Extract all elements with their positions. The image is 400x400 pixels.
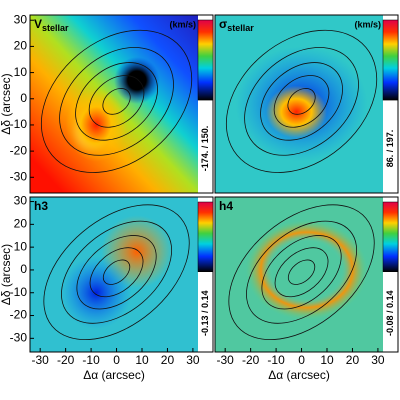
unit: (km/s) (169, 19, 196, 29)
map (215, 15, 383, 193)
contour (40, 29, 193, 173)
colorbar (197, 201, 214, 272)
x-tick-label: -10 (267, 353, 285, 367)
y-tick-label: -20 (10, 143, 28, 157)
y-tick-label: 0 (20, 91, 27, 105)
x-tick-label: 0 (298, 353, 305, 367)
colorbar (382, 19, 399, 101)
y-tick-label: 30 (14, 12, 28, 26)
contour (88, 75, 145, 128)
contour (225, 29, 378, 173)
contour (102, 88, 131, 115)
unit: (km/s) (354, 19, 381, 29)
title-symbol: h4 (219, 199, 233, 213)
y-tick-label: -10 (10, 117, 28, 131)
y-tick-label: 20 (14, 217, 28, 231)
y-tick-label: 10 (14, 239, 28, 253)
contour (228, 204, 375, 341)
y-tick-label: -30 (10, 330, 28, 344)
map-feature (114, 56, 160, 104)
y-tick-label: -30 (10, 169, 28, 183)
contour (261, 235, 342, 310)
contour (75, 62, 158, 141)
map (30, 15, 198, 193)
contour (260, 62, 343, 141)
panel-title: σstellar (219, 17, 254, 33)
contour (287, 88, 316, 115)
map (30, 197, 198, 352)
contour (89, 247, 144, 298)
panel-title: Vstellar (34, 17, 69, 33)
colorbar-label: -0.08 / 0.14 (385, 290, 395, 336)
frame (214, 14, 399, 194)
y-tick-label: 10 (14, 65, 28, 79)
x-tick-label: -20 (57, 353, 75, 367)
title-subscript: stellar (227, 23, 254, 33)
y-axis-label: Δδ (arcsec) (0, 244, 13, 305)
title-symbol: h3 (34, 199, 48, 213)
y-tick-label: 0 (20, 262, 27, 276)
x-tick-label: 20 (161, 353, 175, 367)
x-tick-label: 20 (346, 353, 360, 367)
x-tick-label: 10 (135, 353, 149, 367)
contour (274, 247, 329, 298)
x-tick-label: -30 (217, 353, 235, 367)
frame (214, 196, 399, 353)
panel-title: h3 (34, 199, 48, 213)
x-tick-label: 30 (186, 353, 200, 367)
x-tick-label: 30 (371, 353, 385, 367)
x-tick-label: -30 (32, 353, 50, 367)
y-tick-label: 20 (14, 39, 28, 53)
x-tick-label: -20 (242, 353, 260, 367)
map-feature (65, 88, 127, 162)
contour (273, 75, 330, 128)
title-symbol: σ (219, 17, 227, 31)
panel-title: h4 (219, 199, 233, 213)
title-symbol: V (34, 17, 42, 31)
colorbar (197, 19, 214, 101)
contour (76, 235, 157, 310)
contour (61, 220, 173, 324)
contour (102, 259, 131, 285)
y-tick-label: 30 (14, 194, 28, 208)
map-feature (245, 219, 368, 321)
frame (29, 196, 214, 353)
y-tick-label: -10 (10, 285, 28, 299)
x-tick-label: 0 (113, 353, 120, 367)
colorbar (382, 201, 399, 272)
contour (287, 259, 316, 285)
y-axis-label: Δδ (arcsec) (0, 73, 13, 134)
colorbar-label: 86. / 197. (385, 130, 395, 168)
map-feature (60, 256, 132, 330)
colorbar-label: -174. / 150. (200, 126, 210, 172)
map (215, 197, 383, 352)
contour (246, 220, 358, 324)
contour (43, 204, 190, 341)
map-feature (265, 85, 328, 139)
contour (244, 47, 359, 156)
x-axis-label: Δα (arcsec) (83, 368, 145, 382)
y-tick-label: -20 (10, 308, 28, 322)
title-subscript: stellar (42, 23, 69, 33)
x-tick-label: -10 (82, 353, 100, 367)
x-axis-label: Δα (arcsec) (268, 368, 330, 382)
x-tick-label: 10 (320, 353, 334, 367)
colorbar-label: -0.13 / 0.14 (200, 290, 210, 336)
contour (59, 47, 174, 156)
frame (29, 14, 214, 194)
